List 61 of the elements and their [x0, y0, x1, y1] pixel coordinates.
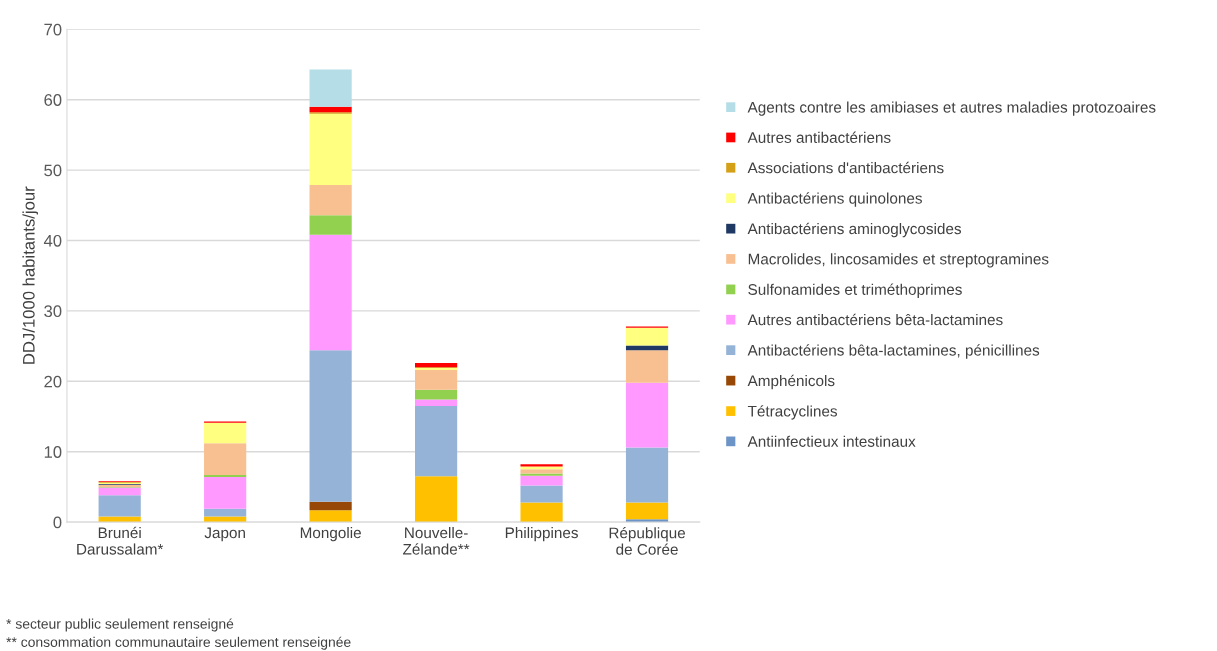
x-tick-label: Japon — [204, 527, 245, 542]
bar — [309, 350, 352, 502]
x-tick-label: Brunéi Darussalam* — [77, 526, 164, 555]
bar — [204, 443, 247, 475]
y-axis-title: DDJ/1000 habitants/jour — [22, 186, 38, 364]
bar — [625, 327, 669, 346]
legend-label: Antibactériens bêta-lactamines, pénicillines — [747, 344, 1040, 359]
y-tick-label: 20 — [44, 375, 62, 388]
bar — [415, 399, 458, 406]
bar — [204, 477, 247, 509]
bar — [309, 501, 352, 511]
text: * secteur public seulement renseigné — [6, 618, 234, 632]
legend-label: Tétracyclines — [747, 405, 838, 420]
y-tick-label: 30 — [44, 305, 62, 318]
legend-label: Antibactériens quinolones — [747, 192, 922, 207]
bar — [309, 69, 352, 107]
bar — [520, 473, 563, 476]
text: ** consommation communautaire seulement renseignée — [6, 636, 351, 650]
legend-label: Antiinfectieux intestinaux — [747, 435, 916, 447]
bar — [625, 345, 669, 351]
legend-label: Macrolides, lincosamides et streptogramines — [748, 253, 1049, 268]
bar — [309, 234, 352, 351]
bar — [309, 510, 352, 523]
bar — [204, 508, 247, 517]
bar — [415, 370, 458, 390]
bar — [309, 113, 352, 185]
bar — [520, 485, 563, 503]
y-tick-label: 70 — [44, 23, 62, 36]
x-tick-label: République de Corée — [609, 526, 686, 555]
legend-label: Amphénicols — [747, 374, 835, 390]
x-tick-label: Mongolie — [300, 526, 361, 542]
bar — [520, 502, 563, 523]
legend-label: Autres antibactériens bêta-lactamines — [747, 313, 1003, 326]
bar — [204, 474, 247, 478]
bar — [98, 487, 141, 496]
bar — [520, 475, 563, 486]
y-tick-label: 0 — [53, 516, 62, 529]
x-tick-label: Nouvelle- Zélande** — [403, 526, 470, 555]
x-tick-label: Philippines — [505, 526, 578, 542]
bar — [98, 495, 141, 517]
bar — [625, 502, 669, 520]
y-tick-label: 60 — [44, 94, 62, 106]
legend-label: Agents contre les amibiases et autres maladies protozoaires — [747, 101, 1156, 116]
bar — [204, 422, 247, 444]
legend-label: Associations d'antibactériens — [747, 161, 944, 174]
bar — [625, 447, 669, 503]
y-tick-label: 40 — [43, 234, 62, 247]
bar — [625, 350, 669, 383]
bar — [625, 382, 669, 448]
legend-label: Sulfonamides et triméthoprimes — [748, 283, 962, 298]
bar — [309, 184, 352, 216]
bar — [415, 389, 458, 400]
bar — [415, 476, 458, 523]
bar — [520, 469, 563, 474]
legend-label: Autres antibactériens — [747, 131, 891, 143]
y-tick-label: 10 — [44, 446, 62, 458]
bar — [415, 363, 458, 368]
legend-label: Antibactériens aminoglycosides — [747, 222, 962, 238]
bar — [415, 405, 458, 477]
y-tick-label: 50 — [44, 164, 62, 177]
bar — [309, 215, 352, 235]
